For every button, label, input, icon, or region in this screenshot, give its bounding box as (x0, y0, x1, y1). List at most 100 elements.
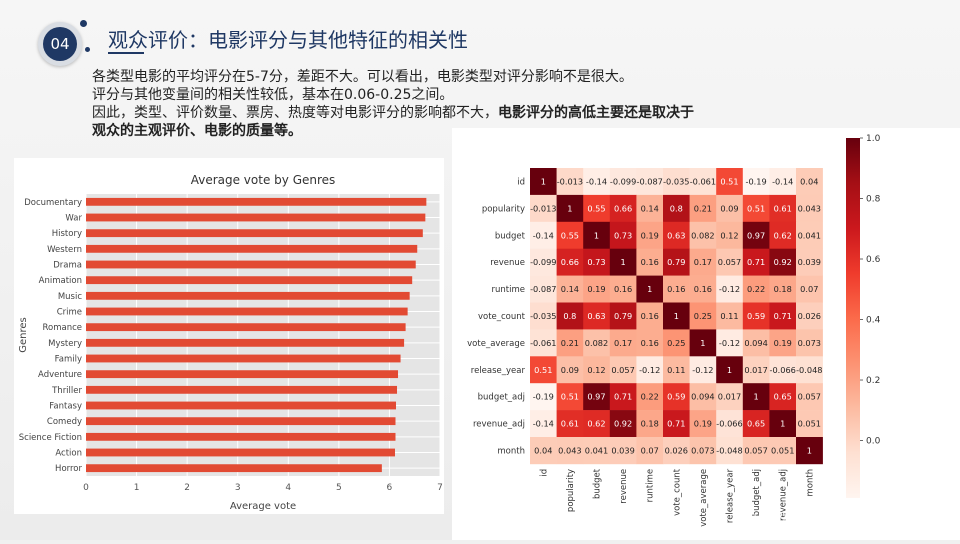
column-label: vote_count (672, 468, 682, 516)
cell-value-label: 0.057 (744, 445, 767, 455)
heatmap-cell (609, 168, 637, 196)
cell-value-label: 0.71 (614, 392, 632, 402)
cell-value-label: -0.14 (772, 176, 793, 186)
heatmap-cell (556, 356, 584, 384)
heatmap-cell (556, 221, 584, 249)
x-tick-label: 3 (235, 483, 241, 493)
bar (86, 197, 427, 206)
cell-value-label: 0.026 (665, 445, 688, 455)
cell-value-label: 0.039 (611, 445, 634, 455)
y-tick-label: Family (55, 355, 82, 365)
cell-value-label: -0.061 (530, 338, 556, 348)
y-tick-label: Science Fiction (19, 433, 82, 443)
cell-value-label: 1 (541, 176, 546, 186)
colorbar-tick-label: 0.6 (866, 255, 881, 265)
cell-value-label: 0.017 (718, 392, 741, 402)
cell-value-label: 0.051 (771, 445, 794, 455)
y-tick-label: Western (47, 245, 82, 255)
column-label: month (805, 469, 815, 497)
bar (86, 338, 405, 347)
heatmap-cell (716, 383, 744, 411)
heatmap-cell (716, 410, 744, 438)
heatmap-cell (556, 248, 584, 276)
cell-value-label: 0.12 (587, 365, 605, 375)
cell-value-label: 1 (700, 338, 705, 348)
bar-chart: 0 1 2 3 4 5 6 7 Documentary War History Western Dram… (18, 173, 443, 512)
x-tick-label: 6 (387, 483, 393, 493)
bar (86, 307, 408, 316)
heatmap-cell (689, 383, 717, 411)
cell-value-label: 0.039 (798, 257, 821, 267)
y-tick-label: Romance (42, 323, 82, 333)
heatmap-cell (769, 437, 797, 465)
heatmap-cell (769, 410, 797, 438)
cell-value-label: 1 (780, 419, 785, 429)
summary-line-3-normal: 因此，类型、评价数量、票房、热度等对电影评分的影响都不大， (92, 105, 498, 121)
cell-value-label: 0.09 (720, 203, 738, 213)
cell-value-label: 0.62 (774, 230, 792, 240)
heatmap-cell (689, 356, 717, 384)
heatmap-cell (716, 194, 744, 223)
heatmap-cell (742, 248, 770, 276)
heatmap-cell (742, 329, 770, 357)
bar (86, 385, 398, 394)
cell-value-label: 0.61 (774, 203, 792, 213)
heatmap-cell (769, 194, 797, 223)
heatmap-cell (583, 383, 611, 411)
cell-value-label: 0.18 (774, 284, 792, 294)
heatmap-cell (609, 302, 637, 330)
cell-value-label: -0.14 (533, 230, 554, 240)
heatmap-cell (663, 356, 690, 384)
heatmap-cell (636, 302, 664, 330)
heatmap-cell (742, 168, 770, 196)
y-tick-label: Horror (55, 464, 82, 474)
heatmap-cell (583, 437, 611, 465)
y-tick-label: War (65, 214, 82, 224)
colorbar-tick-label: 1.0 (866, 134, 881, 144)
cell-value-label: 0.043 (798, 203, 821, 213)
summary-line-2: 评分与其他变量间的相关性较低，基本在0.06-0.25之间。 (92, 87, 454, 103)
heatmap-cell (636, 383, 664, 411)
cell-value-label: -0.013 (530, 203, 556, 213)
cell-value-label: 1 (594, 230, 599, 240)
chart-title: Average vote by Genres (191, 173, 336, 187)
y-tick-label: Fantasy (49, 402, 82, 412)
cell-value-label: 0.14 (561, 284, 579, 294)
cell-value-label: 0.62 (587, 419, 605, 429)
colorbar-tick-label: 0.8 (866, 195, 881, 205)
bar (86, 354, 401, 363)
cell-value-label: 0.094 (744, 338, 767, 348)
heatmap-cell (689, 302, 717, 330)
heatmap-cell (636, 221, 664, 249)
cell-value-label: 0.073 (798, 338, 821, 348)
heatmap-cell (769, 248, 797, 276)
heatmap-cell (609, 437, 637, 465)
cell-value-label: -0.19 (533, 392, 554, 402)
cell-value-label: 0.043 (558, 445, 581, 455)
cell-value-label: -0.066 (769, 365, 795, 375)
cell-value-label: 0.11 (720, 311, 738, 321)
heatmap-cell (556, 329, 584, 357)
bar (86, 276, 413, 285)
column-label: budget_adj (752, 469, 762, 516)
cell-value-label: 0.66 (614, 203, 632, 213)
row-label: revenue (490, 258, 525, 268)
cell-value-label: 1 (753, 392, 758, 402)
cell-value-label: 0.051 (798, 419, 821, 429)
heatmap-cell (556, 437, 584, 465)
cell-value-label: 0.73 (587, 257, 605, 267)
heatmap-cell (796, 302, 823, 330)
heatmap-cell (796, 248, 823, 276)
cell-value-label: 0.51 (561, 392, 579, 402)
cell-value-label: -0.048 (796, 365, 822, 375)
column-label: popularity (566, 469, 576, 512)
heatmap-cell (583, 329, 611, 357)
colorbar-tick-label: 0.4 (866, 316, 881, 326)
heatmap-cell (636, 248, 664, 276)
cell-value-label: 0.71 (747, 257, 765, 267)
cell-value-label: 0.19 (694, 419, 712, 429)
cell-value-label: 1 (727, 365, 732, 375)
y-tick-label: Mystery (48, 339, 82, 349)
heatmap-cell (663, 275, 690, 303)
summary-line-3-bold: 电影评分的高低主要还是取决于 (498, 105, 694, 121)
